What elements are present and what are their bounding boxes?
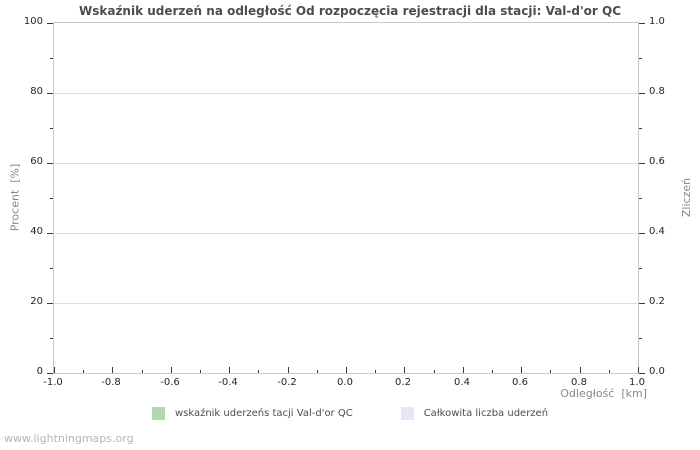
y-tick-major-right [639, 93, 645, 94]
legend-item-total-strikes: Całkowita liczba uderzeń [400, 407, 549, 420]
x-tick-minor [142, 370, 143, 373]
legend-swatch-strike-rate [151, 407, 165, 420]
x-tick-major [346, 367, 347, 373]
x-axis-tick-label: -1.0 [43, 377, 63, 388]
y-tick-major-right [639, 163, 645, 164]
y-axis-title-left: Procent [%] [8, 163, 22, 231]
legend-item-strike-rate: wskaźnik uderzeńs tacji Val-d'or QC [151, 407, 353, 420]
y-axis-title-right-wrap: Zliczeń [674, 22, 700, 372]
y-axis-tick-label-left: 40 [30, 226, 43, 237]
y-axis-tick-label-right: 0.4 [649, 226, 665, 237]
y-axis-tick-label-right: 0.8 [649, 86, 665, 97]
x-axis-tick-label: 0.0 [337, 377, 353, 388]
x-tick-major [112, 367, 113, 373]
y-axis-tick-label-left: 20 [30, 296, 43, 307]
chart-title: Wskaźnik uderzeń na odległość Od rozpocz… [78, 4, 622, 18]
y-axis-tick-label-right: 1.0 [649, 16, 665, 27]
x-tick-minor [83, 370, 84, 373]
x-tick-major [229, 367, 230, 373]
y-tick-major-left [47, 23, 53, 24]
y-axis-tick-label-right: 0.6 [649, 156, 665, 167]
y-tick-major-left [47, 163, 53, 164]
x-axis-tick-label: 0.6 [512, 377, 528, 388]
x-axis-tick-label: -0.2 [277, 377, 297, 388]
y-tick-major-left [47, 303, 53, 304]
x-axis-tick-label: -0.6 [160, 377, 180, 388]
y-tick-major-right [639, 233, 645, 234]
x-tick-minor [375, 370, 376, 373]
x-tick-minor [317, 370, 318, 373]
y-tick-minor-right [639, 338, 642, 339]
x-tick-major [638, 367, 639, 373]
gridline [54, 303, 638, 304]
y-axis-tick-label-left: 60 [30, 156, 43, 167]
y-tick-minor-left [50, 338, 53, 339]
x-axis-tick-label: 0.2 [395, 377, 411, 388]
x-tick-major [404, 367, 405, 373]
y-tick-minor-left [50, 58, 53, 59]
x-tick-minor [434, 370, 435, 373]
x-tick-major [54, 367, 55, 373]
x-tick-major [580, 367, 581, 373]
x-axis-tick-label: 0.8 [571, 377, 587, 388]
x-tick-minor [550, 370, 551, 373]
x-tick-major [171, 367, 172, 373]
y-tick-minor-left [50, 268, 53, 269]
legend-label-strike-rate: wskaźnik uderzeńs tacji Val-d'or QC [174, 408, 353, 419]
x-tick-minor [258, 370, 259, 373]
y-axis-title-left-wrap: Procent [%] [0, 22, 30, 372]
x-tick-minor [492, 370, 493, 373]
y-axis-tick-label-right: 0.0 [649, 366, 665, 377]
x-tick-major [521, 367, 522, 373]
y-tick-major-left [47, 373, 53, 374]
y-tick-minor-right [639, 58, 642, 59]
watermark: www.lightningmaps.org [4, 432, 134, 445]
y-axis-tick-label-right: 0.2 [649, 296, 665, 307]
plot-area [47, 22, 645, 374]
x-axis-tick-label: 1.0 [629, 377, 645, 388]
y-tick-major-right [639, 303, 645, 304]
y-tick-minor-right [639, 128, 642, 129]
y-tick-minor-right [639, 268, 642, 269]
y-axis-tick-label-left: 0 [36, 366, 43, 377]
y-tick-major-right [639, 373, 645, 374]
y-tick-minor-left [50, 198, 53, 199]
legend-label-total-strikes: Całkowita liczba uderzeń [423, 408, 549, 419]
y-tick-major-left [47, 93, 53, 94]
y-tick-major-left [47, 233, 53, 234]
legend-swatch-total-strikes [400, 407, 414, 420]
gridline [54, 233, 638, 234]
gridline [54, 93, 638, 94]
x-axis-tick-label: -0.4 [218, 377, 238, 388]
x-tick-minor [200, 370, 201, 373]
y-tick-minor-right [639, 198, 642, 199]
y-axis-title-right: Zliczeń [680, 177, 694, 217]
x-axis-tick-label: 0.4 [454, 377, 470, 388]
y-axis-tick-label-left: 100 [23, 16, 43, 27]
legend: wskaźnik uderzeńs tacji Val-d'or QC Całk… [0, 407, 700, 420]
y-tick-major-right [639, 23, 645, 24]
x-tick-major [288, 367, 289, 373]
gridline [54, 163, 638, 164]
x-tick-minor [609, 370, 610, 373]
x-axis-tick-label: -0.8 [101, 377, 121, 388]
x-tick-major [463, 367, 464, 373]
y-axis-tick-label-left: 80 [30, 86, 43, 97]
x-axis-title: Odległość [km] [560, 387, 647, 400]
y-tick-minor-left [50, 128, 53, 129]
